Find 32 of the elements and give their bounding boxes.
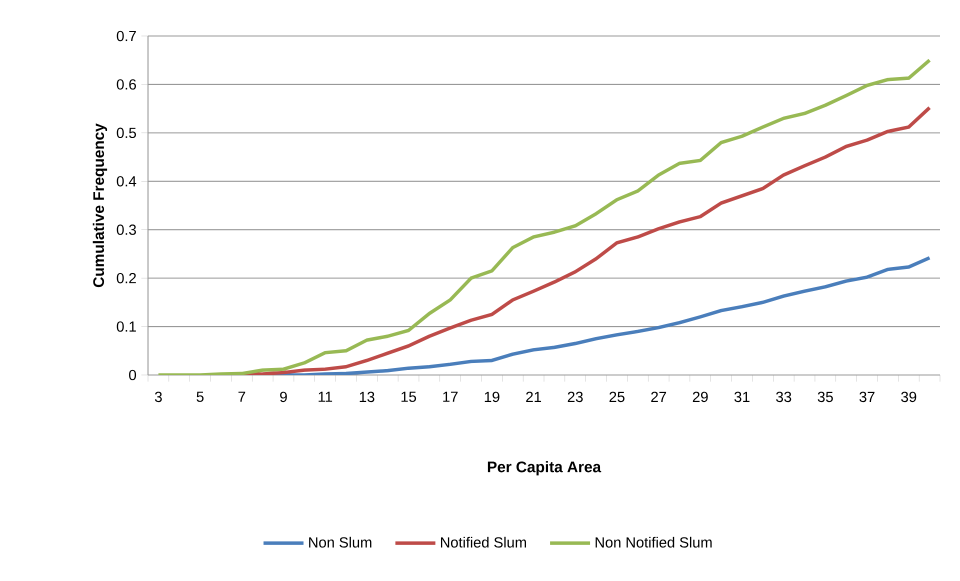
x-tick-label: 29	[692, 392, 708, 402]
x-tick-label: 11	[318, 392, 332, 402]
y-tick-label: 0	[129, 370, 136, 380]
y-tick-label: 0.5	[116, 128, 136, 138]
legend-label: Notified Slum	[440, 536, 526, 548]
y-tick-label: 0.7	[116, 30, 136, 42]
x-tick-label: 39	[901, 392, 916, 402]
x-tick-label: 37	[859, 392, 874, 402]
y-tick-label: 0.4	[116, 176, 136, 186]
x-tick-label: 31	[734, 392, 750, 402]
x-tick-label: 35	[818, 392, 833, 402]
x-tick-label: 27	[651, 392, 666, 402]
legend-label: Non Notified Slum	[596, 536, 712, 548]
x-tick-label: 19	[484, 392, 500, 402]
x-tick-label: 3	[154, 392, 162, 402]
x-tick-label: 21	[526, 392, 542, 402]
y-tick-label: 0.1	[116, 321, 136, 332]
x-tick-label: 17	[443, 392, 458, 402]
x-tick-label: 13	[360, 392, 374, 402]
x-axis-title: Per Capita Area	[488, 461, 602, 476]
y-axis-title: Cumulative Frequency	[92, 123, 108, 288]
x-tick-label: 7	[238, 392, 246, 402]
x-tick-label: 23	[568, 392, 583, 402]
x-tick-label: 33	[776, 392, 792, 402]
x-tick-label: 5	[196, 392, 204, 402]
legend-label: Non Slum	[309, 536, 372, 548]
x-tick-label: 25	[610, 392, 624, 402]
y-tick-label: 0.2	[116, 272, 136, 284]
x-tick-label: 15	[401, 392, 416, 402]
y-tick-label: 0.6	[116, 79, 136, 90]
y-tick-label: 0.3	[116, 224, 136, 235]
x-tick-label: 9	[280, 392, 287, 402]
